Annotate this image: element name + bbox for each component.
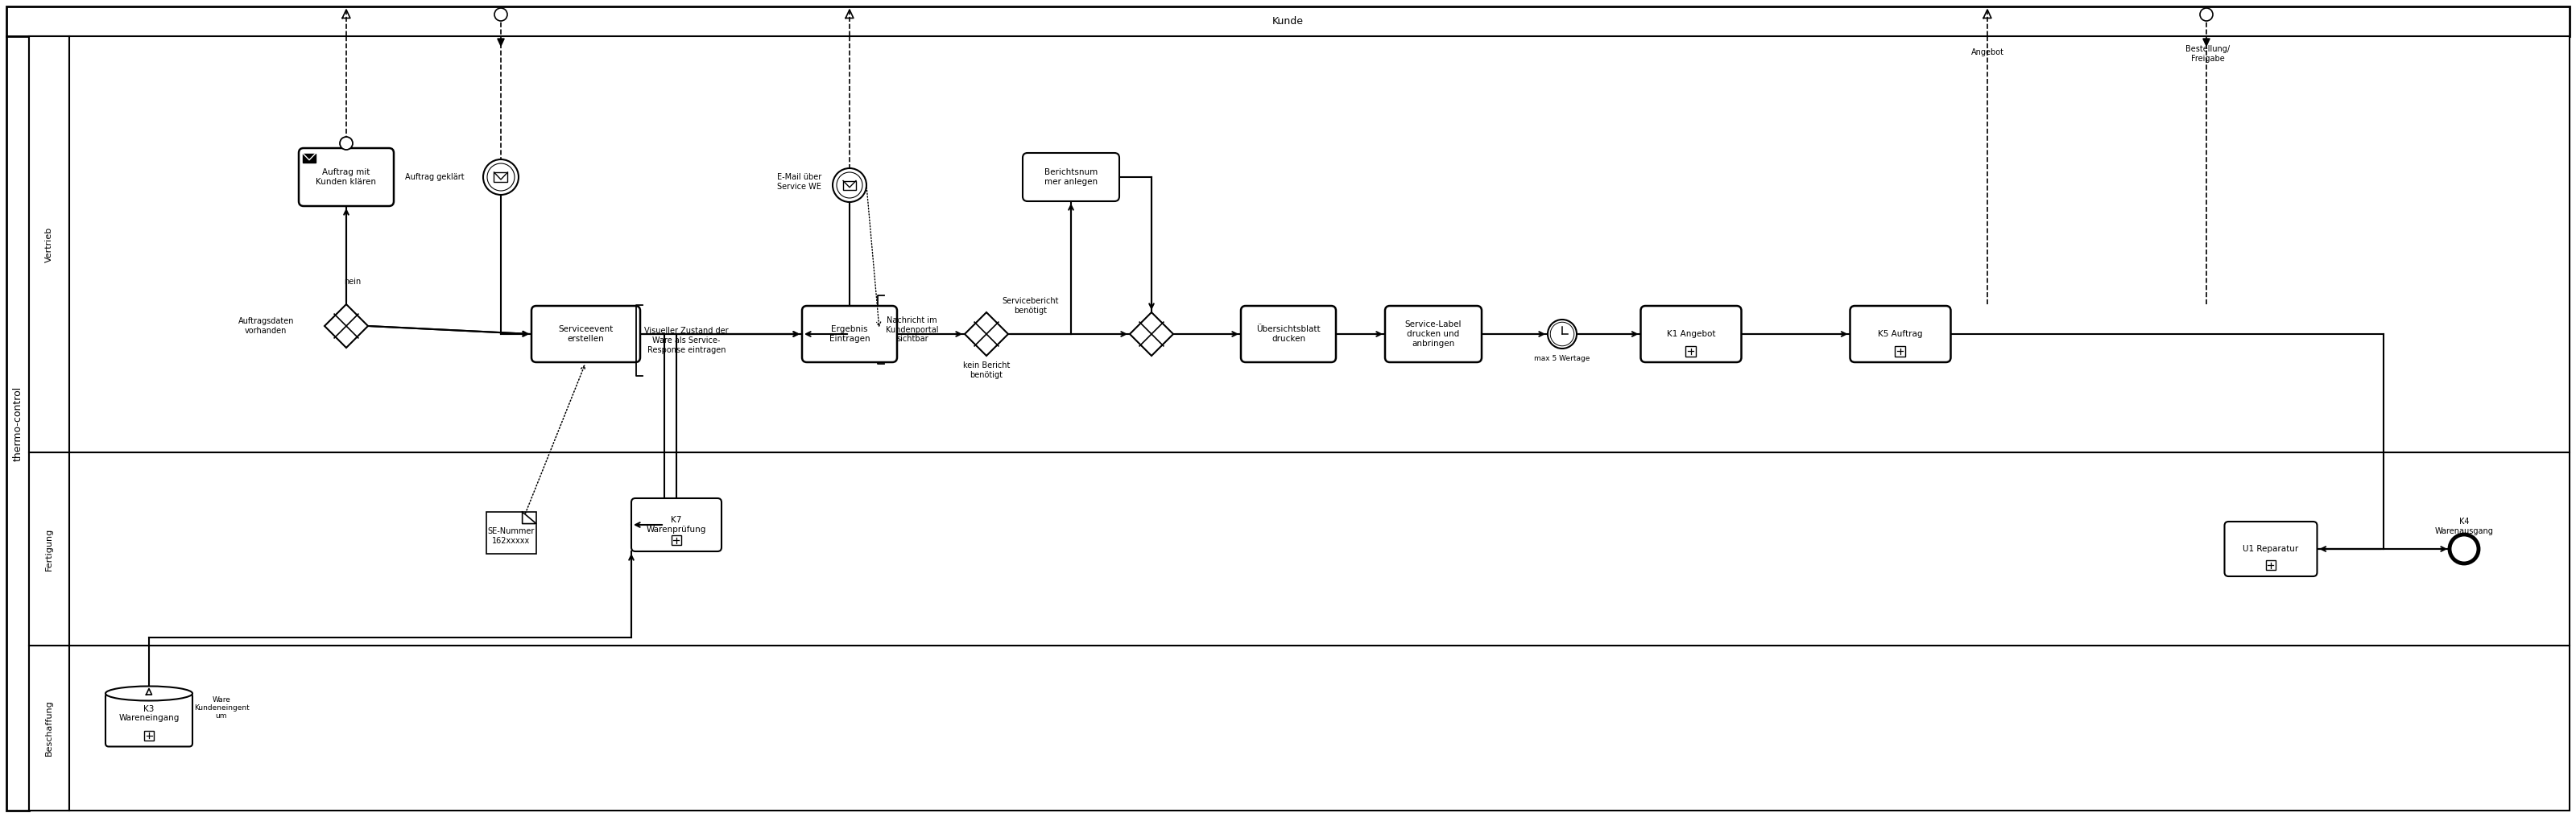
Circle shape xyxy=(2450,534,2478,564)
Circle shape xyxy=(340,136,353,150)
Text: Vertrieb: Vertrieb xyxy=(46,226,54,262)
Circle shape xyxy=(832,168,866,202)
FancyBboxPatch shape xyxy=(801,306,896,362)
FancyBboxPatch shape xyxy=(1386,306,1481,362)
Text: Auftrag mit
Kunden klären: Auftrag mit Kunden klären xyxy=(317,168,376,185)
Circle shape xyxy=(837,172,863,198)
Bar xyxy=(70,36,2568,453)
Polygon shape xyxy=(2202,38,2210,46)
Circle shape xyxy=(484,159,518,194)
Text: nein: nein xyxy=(345,278,361,286)
Bar xyxy=(1685,346,1695,356)
Text: Fertigung: Fertigung xyxy=(46,528,54,570)
Text: Kunde: Kunde xyxy=(1273,16,1303,27)
Text: K7
Warenprüfung: K7 Warenprüfung xyxy=(647,516,706,534)
Circle shape xyxy=(1551,322,1574,346)
FancyBboxPatch shape xyxy=(631,498,721,551)
Text: K5 Auftrag: K5 Auftrag xyxy=(1878,330,1922,338)
Text: Berichtsnum
mer anlegen: Berichtsnum mer anlegen xyxy=(1043,168,1097,185)
Bar xyxy=(1896,346,1906,356)
Text: Beschaffung: Beschaffung xyxy=(46,700,54,756)
Text: SE-Nummer
162xxxxx: SE-Nummer 162xxxxx xyxy=(487,528,536,545)
Text: E-Mail über
Service WE: E-Mail über Service WE xyxy=(778,173,822,190)
Polygon shape xyxy=(497,38,505,46)
Text: K1 Angebot: K1 Angebot xyxy=(1667,330,1716,338)
Text: Übersichtsblatt
drucken: Übersichtsblatt drucken xyxy=(1257,325,1321,343)
Text: Auftragsdaten
vorhanden: Auftragsdaten vorhanden xyxy=(237,317,294,335)
Bar xyxy=(2267,560,2275,570)
Text: Visueller Zustand der
Ware als Service-
Response eintragen: Visueller Zustand der Ware als Service- … xyxy=(644,327,729,354)
Text: K3
Wareneingang: K3 Wareneingang xyxy=(118,705,180,722)
Text: Auftrag geklärt: Auftrag geklärt xyxy=(404,173,464,181)
FancyBboxPatch shape xyxy=(106,694,193,747)
Bar xyxy=(495,172,507,182)
FancyBboxPatch shape xyxy=(1641,306,1741,362)
Polygon shape xyxy=(1131,312,1172,355)
Polygon shape xyxy=(325,304,368,348)
Bar xyxy=(28,36,70,453)
Bar xyxy=(842,181,855,190)
Text: Servicebericht
benötigt: Servicebericht benötigt xyxy=(1002,297,1059,315)
Text: Bestellung/
Freigabe: Bestellung/ Freigabe xyxy=(2187,45,2231,63)
Bar xyxy=(8,36,28,810)
Text: Nachricht im
Kundenportal
sichtbar: Nachricht im Kundenportal sichtbar xyxy=(886,316,938,343)
Circle shape xyxy=(487,163,515,190)
Bar xyxy=(28,453,70,645)
Bar xyxy=(672,535,680,545)
Bar xyxy=(70,453,2568,645)
Bar xyxy=(144,730,155,740)
FancyBboxPatch shape xyxy=(299,148,394,206)
Polygon shape xyxy=(523,512,536,524)
FancyBboxPatch shape xyxy=(2226,521,2316,576)
Text: U1 Reparatur: U1 Reparatur xyxy=(2244,545,2298,553)
Circle shape xyxy=(1548,319,1577,349)
Bar xyxy=(8,7,2568,36)
Circle shape xyxy=(495,8,507,21)
Text: Ware
Kundeneingent
um: Ware Kundeneingent um xyxy=(193,696,250,720)
Bar xyxy=(304,154,317,163)
Bar xyxy=(28,36,70,810)
Text: kein Bericht
benötigt: kein Bericht benötigt xyxy=(963,362,1010,379)
Bar xyxy=(70,645,2568,810)
Circle shape xyxy=(2200,8,2213,21)
Text: thermo-control: thermo-control xyxy=(13,386,23,461)
Text: Ergebnis
Eintragen: Ergebnis Eintragen xyxy=(829,325,871,343)
Bar xyxy=(487,512,536,554)
Text: Angebot: Angebot xyxy=(1971,48,2004,56)
Text: max 5 Wertage: max 5 Wertage xyxy=(1535,355,1589,362)
Ellipse shape xyxy=(106,686,193,701)
Text: Service-Label
drucken und
anbringen: Service-Label drucken und anbringen xyxy=(1404,321,1461,347)
FancyBboxPatch shape xyxy=(1242,306,1337,362)
Bar xyxy=(28,645,70,810)
FancyBboxPatch shape xyxy=(1850,306,1950,362)
FancyBboxPatch shape xyxy=(531,306,641,362)
Text: Serviceevent
erstellen: Serviceevent erstellen xyxy=(559,325,613,343)
FancyBboxPatch shape xyxy=(1023,153,1121,201)
Polygon shape xyxy=(963,312,1007,355)
Text: K4
Warenausgang: K4 Warenausgang xyxy=(2434,518,2494,535)
